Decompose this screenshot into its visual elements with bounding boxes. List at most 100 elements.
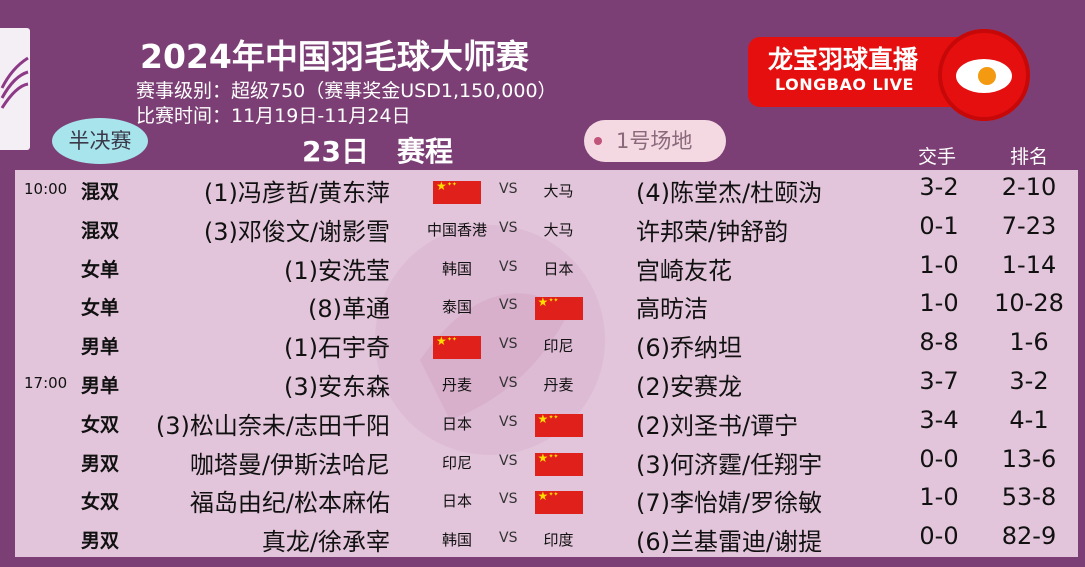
h2h-record: 0-0 [919, 444, 959, 473]
player1-country: 丹麦 [441, 376, 472, 394]
match-time: 10:00 [24, 180, 68, 198]
player2-country: 日本 [543, 259, 574, 278]
player2-name: (3)何济霆/任翔宇 [636, 450, 823, 479]
china-flag-icon [521, 295, 596, 324]
match-event: 混双 [81, 181, 120, 203]
match-event: 女双 [81, 413, 120, 436]
h2h-column-header: 交手 [918, 146, 957, 168]
vs-label: VS [499, 258, 518, 275]
ranking: 2-10 [1001, 173, 1057, 201]
h2h-record: 3-7 [919, 367, 959, 395]
ranking: 53-8 [1001, 483, 1057, 512]
player1-country: 泰国 [441, 298, 472, 317]
table-row: 女双 (3)松山奈未/志田千阳 日本 VS (2)刘圣书/谭宁 3-4 4-1 [15, 403, 1078, 442]
table-row: 男单 (1)石宇奇 VS 印尼 (6)乔纳坦 8-8 1-6 [15, 325, 1078, 364]
china-flag-icon [521, 489, 596, 518]
ranking: 7-23 [1001, 211, 1057, 240]
table-row: 女单 (8)革通 泰国 VS 高昉洁 1-0 10-28 [15, 286, 1078, 325]
vs-label: VS [499, 297, 518, 314]
table-row: 17:00 男单 (3)安东森 丹麦 VS 丹麦 (2)安赛龙 3-7 3-2 [15, 364, 1078, 403]
ranking: 10-28 [994, 289, 1064, 318]
tournament-logo [0, 28, 30, 150]
player2-name: 许邦荣/钟舒韵 [636, 217, 789, 246]
h2h-record: 0-0 [919, 522, 959, 551]
match-event: 女单 [81, 297, 120, 320]
ranking: 4-1 [1009, 405, 1049, 434]
match-event: 男单 [81, 375, 120, 397]
vs-label: VS [499, 413, 518, 430]
player1-name: 真龙/徐承宰 [261, 528, 390, 557]
vs-label: VS [499, 530, 518, 547]
player1-country: 中国香港 [426, 220, 487, 239]
h2h-record: 1-0 [919, 289, 959, 318]
player1-country: 韩国 [441, 259, 472, 278]
match-event: 男双 [81, 530, 120, 553]
ranking: 82-9 [1001, 522, 1057, 551]
player2-country: 印尼 [543, 337, 574, 356]
court-badge: 1号场地 [584, 120, 726, 162]
table-row: 男双 咖塔曼/伊斯法哈尼 印尼 VS (3)何济霆/任翔宇 0-0 13-6 [15, 442, 1078, 481]
china-flag-icon [521, 412, 596, 441]
ranking: 13-6 [1001, 444, 1057, 473]
vs-label: VS [499, 375, 518, 391]
player2-name: (2)刘圣书/谭宁 [636, 411, 799, 440]
player1-name: 咖塔曼/伊斯法哈尼 [189, 450, 390, 479]
player1-name: (1)冯彦哲/黄东萍 [203, 179, 390, 207]
ranking: 1-14 [1001, 250, 1057, 279]
table-row: 女单 (1)安洗莹 韩国 VS 日本 宫崎友花 1-0 1-14 [15, 248, 1078, 287]
player1-name: (3)安东森 [284, 373, 390, 401]
vs-label: VS [499, 336, 518, 353]
table-row: 女双 福岛由纪/松本麻佑 日本 VS (7)李怡婧/罗徐敏 1-0 53-8 [15, 480, 1078, 519]
china-flag-icon [521, 451, 596, 480]
brand-egg-icon [938, 29, 1030, 121]
event-date-text: 比赛时间：11月19日-11月24日 [136, 105, 411, 127]
player1-name: 福岛由纪/松本麻佑 [189, 489, 390, 518]
h2h-record: 3-2 [919, 173, 959, 201]
player2-country: 大马 [543, 182, 574, 200]
ranking: 1-6 [1009, 328, 1049, 357]
player2-name: (6)兰基雷迪/谢提 [636, 528, 823, 557]
rank-column-header: 排名 [1010, 146, 1049, 168]
h2h-record: 1-0 [919, 483, 959, 512]
vs-label: VS [499, 219, 518, 236]
table-row: 混双 (3)邓俊文/谢影雪 中国香港 VS 大马 许邦荣/钟舒韵 0-1 7-23 [15, 209, 1078, 248]
watermark-logo-icon [375, 225, 605, 455]
footer-strip [60, 559, 360, 567]
player1-country: 日本 [441, 492, 472, 511]
court-label: 1号场地 [616, 129, 693, 153]
table-row: 10:00 混双 (1)冯彦哲/黄东萍 VS 大马 (4)陈堂杰/杜颐沩 3-2 2-10 [15, 170, 1078, 209]
player2-name: (6)乔纳坦 [636, 334, 742, 363]
player1-country: 日本 [441, 414, 472, 433]
schedule-day-title: 23日 赛程 [302, 135, 453, 168]
player1-name: (3)邓俊文/谢影雪 [203, 217, 390, 246]
h2h-record: 8-8 [919, 328, 959, 357]
brand-name: 龙宝羽球直播 [768, 45, 919, 74]
round-badge: 半决赛 [52, 118, 148, 164]
player1-name: (3)松山奈未/志田千阳 [155, 411, 390, 440]
player1-country: 印尼 [441, 453, 472, 472]
player1-country: 韩国 [441, 531, 472, 550]
match-event: 女单 [81, 258, 120, 281]
player2-name: 高昉洁 [636, 295, 708, 324]
player2-name: (2)安赛龙 [636, 373, 742, 401]
match-event: 男单 [81, 336, 120, 359]
vs-label: VS [499, 452, 518, 469]
player2-country: 印度 [543, 531, 574, 550]
event-level-text: 赛事级别：超级750（赛事奖金USD1,150,000） [136, 80, 557, 102]
dot-icon [594, 137, 602, 145]
h2h-record: 3-4 [919, 405, 959, 434]
match-event: 男双 [81, 452, 120, 475]
player2-name: (7)李怡婧/罗徐敏 [636, 489, 823, 518]
ranking: 3-2 [1009, 367, 1049, 395]
china-flag-icon [417, 334, 497, 363]
player2-country: 大马 [543, 220, 574, 239]
match-event: 女双 [81, 491, 120, 514]
china-flag-icon [417, 179, 497, 208]
brand-name-en: LONGBAO LIVE [775, 75, 914, 94]
match-event: 混双 [81, 219, 120, 242]
player2-name: (4)陈堂杰/杜颐沩 [636, 179, 823, 207]
player2-name: 宫崎友花 [636, 256, 732, 285]
player1-name: (1)安洗莹 [284, 256, 390, 285]
vs-label: VS [499, 181, 518, 197]
h2h-record: 1-0 [919, 250, 959, 279]
